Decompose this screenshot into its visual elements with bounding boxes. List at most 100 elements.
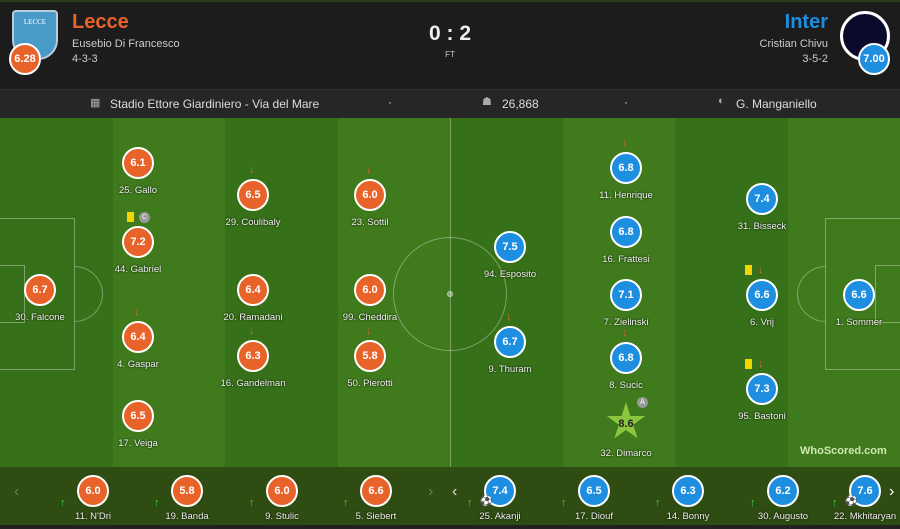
player-name: 20. Ramadani: [223, 312, 283, 323]
player[interactable]: 7.1 7. Zielinski: [571, 279, 681, 328]
subbed-on-arrow-icon: ↑: [343, 497, 349, 509]
subbed-off-arrow-icon: ↓: [506, 311, 512, 323]
player[interactable]: 6.5 17. Veiga: [83, 400, 193, 449]
substitute-player[interactable]: 7.4 25. Akanji ↑ ⚽: [445, 475, 555, 522]
player-name: 22. Mkhitaryan: [833, 511, 897, 522]
match-status: FT: [445, 50, 455, 59]
player-rating: 7.4: [746, 183, 778, 215]
player-name: 6. Vrij: [750, 317, 774, 328]
substitute-player[interactable]: 6.5 17. Diouf ↑: [539, 475, 649, 522]
player-name: 94. Esposito: [483, 269, 537, 280]
subbed-off-arrow-icon: ↓: [622, 327, 628, 339]
subbed-off-arrow-icon: ↓: [366, 164, 372, 176]
subbed-on-arrow-icon: ↑: [750, 497, 756, 509]
player[interactable]: 6.7 9. Thuram ↓: [455, 311, 565, 375]
substitute-player[interactable]: 6.2 30. Augusto ↑: [728, 475, 838, 522]
substitute-player[interactable]: 6.0 11. N'Dri ↑: [38, 475, 148, 522]
player-name: 44. Gabriel: [114, 264, 162, 275]
substitute-player[interactable]: 6.6 5. Siebert ↑: [321, 475, 431, 522]
player[interactable]: 7.5 94. Esposito: [455, 231, 565, 280]
player-name: 11. N'Dri: [75, 511, 111, 522]
player-rating: 6.0: [354, 179, 386, 211]
player[interactable]: 8.6 32. Dimarco A: [571, 397, 681, 459]
subbed-off-arrow-icon: ↓: [622, 137, 628, 149]
player[interactable]: 6.0 99. Cheddira: [315, 274, 425, 323]
player-name: 29. Coulibaly: [225, 217, 281, 228]
player-name: 99. Cheddira: [342, 312, 398, 323]
player[interactable]: 6.1 25. Gallo: [83, 147, 193, 196]
referee-icon: ◐: [718, 95, 725, 107]
player-name: 1. Sommer: [835, 317, 883, 328]
player-rating: 6.6: [843, 279, 875, 311]
player-rating: 6.8: [610, 216, 642, 248]
home-team-rating: 6.28: [9, 43, 41, 75]
player[interactable]: 6.5 29. Coulibaly ↓: [198, 164, 308, 228]
player[interactable]: 6.6 6. Vrij ↓: [707, 264, 817, 328]
subbed-off-arrow-icon: ↓: [249, 164, 255, 176]
subbed-off-arrow-icon: ↓: [758, 358, 764, 370]
stadium-icon: ▦: [90, 97, 101, 109]
player[interactable]: 6.7 30. Falcone: [0, 274, 95, 323]
separator-dot: ·: [388, 95, 392, 109]
player-rating: 6.0: [354, 274, 386, 306]
subbed-off-arrow-icon: ↓: [134, 306, 140, 318]
player-rating: 7.3: [746, 373, 778, 405]
player-rating: 6.7: [24, 274, 56, 306]
player[interactable]: 6.6 1. Sommer: [804, 279, 900, 328]
player[interactable]: 7.4 31. Bisseck: [707, 183, 817, 232]
substitute-player[interactable]: 7.6 22. Mkhitaryan ↑ ⚽: [810, 475, 900, 522]
player-rating: 6.3: [672, 475, 704, 507]
player-name: 30. Falcone: [15, 312, 65, 323]
subbed-on-arrow-icon: ↑: [655, 497, 661, 509]
player-rating: 6.1: [122, 147, 154, 179]
player-name: 11. Henrique: [599, 190, 653, 201]
player-name: 50. Pierotti: [347, 378, 393, 389]
player[interactable]: 6.3 16. Gandelman ↓: [198, 325, 308, 389]
goal-ball-icon: ⚽: [845, 496, 858, 507]
away-team-name[interactable]: Inter: [784, 11, 828, 33]
yellow-card-icon: [745, 265, 752, 275]
substitutes-bar: ‹ › ‹ › 6.0 11. N'Dri ↑ 5.8 19. Banda ↑ 6.0 9. …: [0, 467, 900, 525]
player-rating: 7.6: [849, 475, 881, 507]
subbed-on-arrow-icon: ↑: [249, 497, 255, 509]
away-subs-prev-chevron-icon[interactable]: ‹: [452, 483, 458, 500]
home-manager: Eusebio Di Francesco: [72, 38, 180, 50]
away-penalty-box: [825, 218, 900, 370]
player[interactable]: 6.4 4. Gaspar ↓: [83, 306, 193, 370]
referee: G. Manganiello: [736, 97, 817, 111]
player[interactable]: 6.8 16. Frattesi: [571, 216, 681, 265]
center-spot: [447, 291, 453, 297]
player-name: 9. Thuram: [488, 364, 532, 375]
away-subs-next-chevron-icon[interactable]: ›: [889, 483, 895, 500]
player[interactable]: 6.8 8. Sucic ↓: [571, 327, 681, 391]
player[interactable]: 6.8 11. Henrique ↓: [571, 137, 681, 201]
player-name: 4. Gaspar: [117, 359, 159, 370]
away-formation: 3-5-2: [802, 53, 828, 65]
player[interactable]: 7.3 95. Bastoni ↓: [707, 358, 817, 422]
player-rating: 6.8: [610, 152, 642, 184]
substitute-player[interactable]: 5.8 19. Banda ↑: [132, 475, 242, 522]
substitute-player[interactable]: 6.3 14. Bonny ↑: [633, 475, 743, 522]
separator-dot: ·: [624, 95, 628, 109]
player-rating: 6.3: [237, 340, 269, 372]
home-subs-prev-chevron-icon[interactable]: ‹: [14, 483, 20, 500]
player-rating: 6.5: [578, 475, 610, 507]
home-team-name[interactable]: Lecce: [72, 11, 129, 33]
player[interactable]: 5.8 50. Pierotti ↓: [315, 325, 425, 389]
player[interactable]: 7.2 44. Gabriel C: [83, 212, 193, 275]
player-rating: 6.0: [266, 475, 298, 507]
player-name: 32. Dimarco: [600, 448, 652, 459]
home-subs-next-chevron-icon[interactable]: ›: [428, 483, 434, 500]
subbed-on-arrow-icon: ↑: [832, 497, 838, 509]
player-name: 23. Sottil: [351, 217, 389, 228]
player-name: 9. Stulic: [265, 511, 299, 522]
player-name: 16. Gandelman: [220, 378, 286, 389]
player[interactable]: 6.0 23. Sottil ↓: [315, 164, 425, 228]
player-name: 17. Veiga: [118, 438, 158, 449]
player-name: 31. Bisseck: [737, 221, 787, 232]
attendance: 26,868: [502, 97, 539, 111]
bottom-bar: [0, 525, 900, 529]
subbed-off-arrow-icon: ↓: [366, 325, 372, 337]
substitute-player[interactable]: 6.0 9. Stulic ↑: [227, 475, 337, 522]
player[interactable]: 6.4 20. Ramadani: [198, 274, 308, 323]
